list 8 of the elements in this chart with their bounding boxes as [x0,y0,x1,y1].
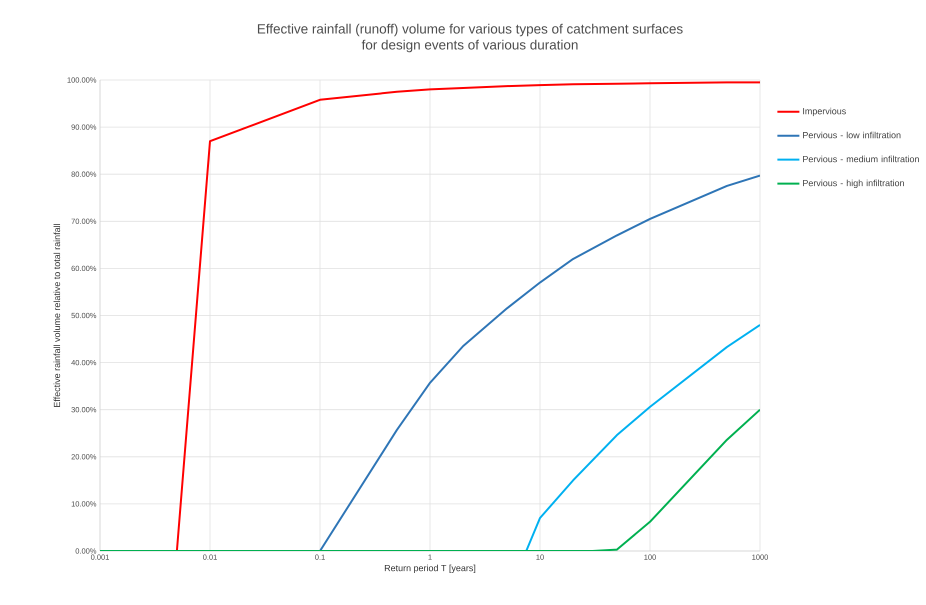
chart-title: Effective rainfall (runoff) volume for various types of catchment surfaces [258,24,683,36]
legend-label: Pervious - medium infiltration [803,156,919,162]
x-axis-title: Return period T [years] [384,564,476,574]
legend-label: Pervious - low infiltration [803,132,900,138]
chart-subtitle: for design events of various duration [362,40,578,52]
legend-label: Pervious - high infiltration [803,180,904,188]
y-axis-title: Effective rainfall volume relative to total rainfall [54,224,60,407]
legend-label: Impervious [803,108,846,116]
